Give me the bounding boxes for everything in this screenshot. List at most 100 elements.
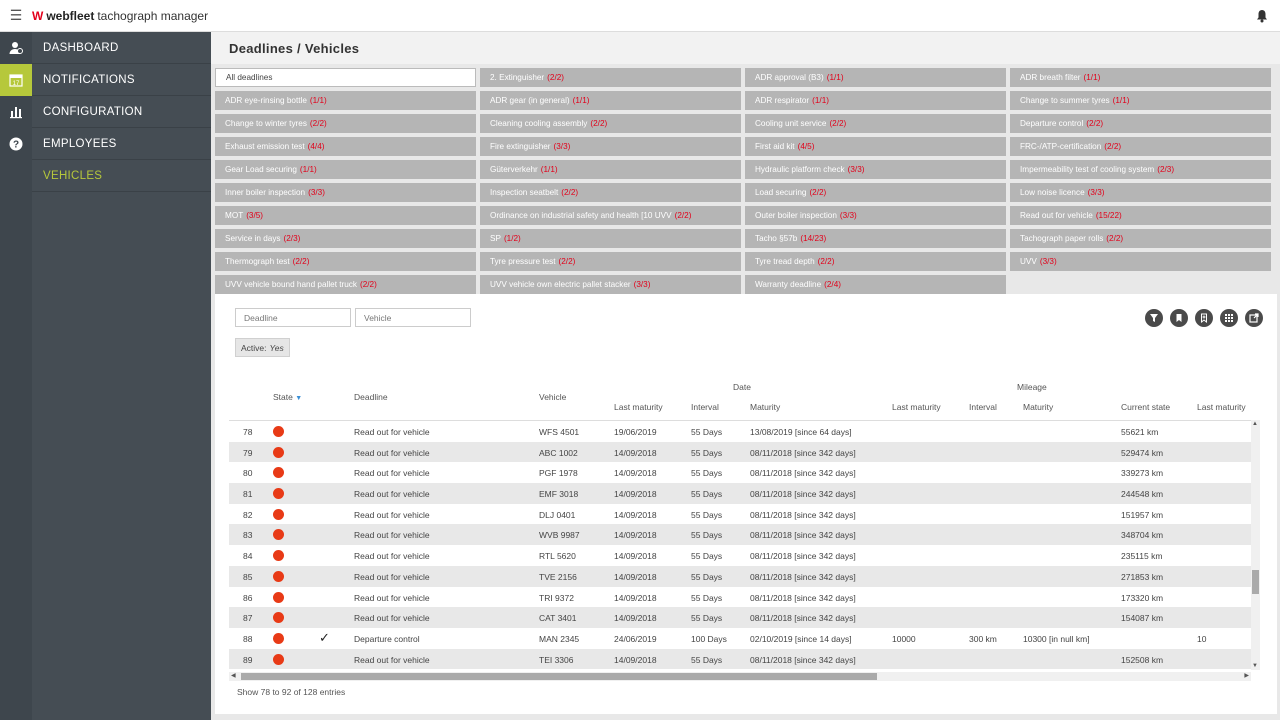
deadline-tile-count: (2/2) xyxy=(829,119,847,128)
deadline-tile[interactable]: Tacho §57b (14/23) xyxy=(745,229,1006,248)
date-maturity-header[interactable]: Maturity xyxy=(750,402,781,412)
bookmark-icon[interactable] xyxy=(1170,309,1188,327)
deadline-tile[interactable]: Fire extinguisher (3/3) xyxy=(480,137,741,156)
deadline-tile[interactable]: Hydraulic platform check (3/3) xyxy=(745,160,1006,179)
deadline-tile[interactable]: UVV vehicle bound hand pallet truck (2/2) xyxy=(215,275,476,294)
bookmark-add-icon[interactable] xyxy=(1195,309,1213,327)
table-row[interactable]: 86 Read out for vehicle TRI 9372 14/09/2018… xyxy=(229,587,1251,608)
vehicle-column-header[interactable]: Vehicle xyxy=(539,392,567,402)
deadline-tile[interactable]: Güterverkehr (1/1) xyxy=(480,160,741,179)
deadline-tile-count: (1/1) xyxy=(309,96,327,105)
row-date-maturity: 08/11/2018 [since 342 days] xyxy=(750,592,856,603)
scroll-up-icon[interactable]: ▲ xyxy=(1252,421,1258,427)
deadline-tile[interactable]: Tyre tread depth (2/2) xyxy=(745,252,1006,271)
deadline-tile-count: (2/2) xyxy=(309,119,327,128)
deadline-tile[interactable]: MOT (3/5) xyxy=(215,206,476,225)
deadline-tile[interactable]: ADR breath filter (1/1) xyxy=(1010,68,1271,87)
dashboard-user-icon[interactable] xyxy=(0,32,32,64)
deadline-tile[interactable]: 2. Extinguisher (2/2) xyxy=(480,68,741,87)
deadline-column-header[interactable]: Deadline xyxy=(354,392,388,402)
scroll-right-icon[interactable]: ▶ xyxy=(1244,673,1249,679)
deadline-tile[interactable]: All deadlines xyxy=(215,68,476,87)
deadline-tile[interactable]: SP (1/2) xyxy=(480,229,741,248)
calendar-17-icon[interactable]: 17 xyxy=(0,64,32,96)
deadline-tile[interactable]: ADR gear (in general) (1/1) xyxy=(480,91,741,110)
deadline-tile[interactable]: Gear Load securing (1/1) xyxy=(215,160,476,179)
deadline-tile[interactable]: ADR respirator (1/1) xyxy=(745,91,1006,110)
last-maturity-header-2[interactable]: Last maturity xyxy=(1197,402,1246,412)
state-column-header[interactable]: State ▼ xyxy=(273,392,302,402)
current-state-header[interactable]: Current state xyxy=(1121,402,1171,412)
deadline-tile[interactable]: Tachograph paper rolls (2/2) xyxy=(1010,229,1271,248)
table-row[interactable]: 79 Read out for vehicle ABC 1002 14/09/2018… xyxy=(229,441,1251,463)
table-row[interactable]: 88 ✓ Departure control MAN 2345 24/06/2019 10… xyxy=(229,628,1251,649)
table-row[interactable]: 81 Read out for vehicle EMF 3018 14/09/2018… xyxy=(229,483,1251,504)
deadline-tile[interactable]: Ordinance on industrial safety and healt… xyxy=(480,206,741,225)
deadline-tile[interactable]: Departure control (2/2) xyxy=(1010,114,1271,133)
horizontal-scroll-thumb[interactable] xyxy=(241,673,877,680)
date-interval-header[interactable]: Interval xyxy=(691,402,719,412)
row-current-state: 151957 km xyxy=(1121,509,1164,520)
table-row[interactable]: 82 Read out for vehicle DLJ 0401 14/09/2018… xyxy=(229,504,1251,525)
deadline-tile[interactable]: ADR approval (B3) (1/1) xyxy=(745,68,1006,87)
table-row[interactable]: 83 Read out for vehicle WVB 9987 14/09/2018… xyxy=(229,524,1251,546)
deadline-tile[interactable]: Read out for vehicle (15/22) xyxy=(1010,206,1271,225)
scroll-down-icon[interactable]: ▼ xyxy=(1252,663,1258,669)
deadline-tile[interactable]: Change to winter tyres (2/2) xyxy=(215,114,476,133)
table-row[interactable]: 85 Read out for vehicle TVE 2156 14/09/2018… xyxy=(229,565,1251,587)
deadline-tile[interactable]: Tyre pressure test (2/2) xyxy=(480,252,741,271)
deadline-tile[interactable]: Low noise licence (3/3) xyxy=(1010,183,1271,202)
sidebar-item-vehicles[interactable]: VEHICLES xyxy=(32,160,211,192)
mileage-interval-header[interactable]: Interval xyxy=(969,402,997,412)
date-last-maturity-header[interactable]: Last maturity xyxy=(614,402,663,412)
table-row[interactable]: 80 Read out for vehicle PGF 1978 14/09/2018… xyxy=(229,462,1251,483)
mileage-maturity-header[interactable]: Maturity xyxy=(1023,402,1054,412)
row-vehicle: TVE 2156 xyxy=(539,571,577,582)
deadline-tile[interactable]: ADR eye-rinsing bottle (1/1) xyxy=(215,91,476,110)
export-icon[interactable] xyxy=(1245,309,1263,327)
deadline-tile[interactable]: Impermeability test of cooling system (2/… xyxy=(1010,160,1271,179)
mileage-last-maturity-header[interactable]: Last maturity xyxy=(892,402,941,412)
vertical-scrollbar[interactable]: ▲ ▼ xyxy=(1251,420,1260,670)
deadline-tile-count: (2/2) xyxy=(809,188,827,197)
deadline-tile[interactable]: Warranty deadline (2/4) xyxy=(745,275,1006,294)
deadline-tile[interactable]: UVV (3/3) xyxy=(1010,252,1271,271)
sidebar-item-notifications[interactable]: NOTIFICATIONS xyxy=(32,64,211,96)
deadline-filter-input[interactable]: Deadline xyxy=(235,308,351,327)
vehicle-filter-input[interactable]: Vehicle xyxy=(355,308,471,327)
deadline-tile[interactable]: Change to summer tyres (1/1) xyxy=(1010,91,1271,110)
vertical-scroll-thumb[interactable] xyxy=(1252,570,1259,594)
deadline-tile[interactable]: Cleaning cooling assembly (2/2) xyxy=(480,114,741,133)
deadline-tile[interactable]: Cooling unit service (2/2) xyxy=(745,114,1006,133)
table-row[interactable]: 84 Read out for vehicle RTL 5620 14/09/2018… xyxy=(229,545,1251,566)
deadline-tile-label: ADR respirator xyxy=(755,96,810,105)
sidebar-item-dashboard[interactable]: DASHBOARD xyxy=(32,32,211,64)
table-row[interactable]: 89 Read out for vehicle TEI 3306 14/09/2018… xyxy=(229,648,1251,670)
deadline-tile[interactable]: Load securing (2/2) xyxy=(745,183,1006,202)
deadline-tile[interactable]: Inspection seatbelt (2/2) xyxy=(480,183,741,202)
deadline-tile[interactable]: Exhaust emission test (4/4) xyxy=(215,137,476,156)
table-row[interactable]: 78 Read out for vehicle WFS 4501 19/06/2019… xyxy=(229,421,1251,442)
horizontal-scrollbar[interactable]: ◀ ▶ xyxy=(229,672,1251,681)
deadline-tile[interactable]: FRC-/ATP-certification (2/2) xyxy=(1010,137,1271,156)
bell-icon[interactable] xyxy=(1256,9,1268,23)
deadline-tile-label: First aid kit xyxy=(755,142,795,151)
table-row[interactable]: 87 Read out for vehicle CAT 3401 14/09/2018… xyxy=(229,607,1251,628)
bar-chart-icon[interactable] xyxy=(0,96,32,128)
sidebar-item-employees[interactable]: EMPLOYEES xyxy=(32,128,211,160)
deadline-tile[interactable]: First aid kit (4/5) xyxy=(745,137,1006,156)
filter-icon[interactable] xyxy=(1145,309,1163,327)
deadline-tile[interactable]: Thermograph test (2/2) xyxy=(215,252,476,271)
deadline-tile[interactable]: Service in days (2/3) xyxy=(215,229,476,248)
scroll-left-icon[interactable]: ◀ xyxy=(231,673,236,679)
deadline-tile[interactable]: UVV vehicle own electric pallet stacker(… xyxy=(480,275,741,294)
deadline-tile[interactable]: Inner boiler inspection (3/3) xyxy=(215,183,476,202)
sidebar-item-configuration[interactable]: CONFIGURATION xyxy=(32,96,211,128)
menu-icon[interactable]: ☰ xyxy=(9,7,23,23)
active-filter-label: Active: xyxy=(241,342,267,353)
active-filter-chip[interactable]: Active: Yes xyxy=(235,338,290,357)
deadline-tile[interactable]: Outer boiler inspection (3/3) xyxy=(745,206,1006,225)
columns-icon[interactable] xyxy=(1220,309,1238,327)
help-circle-icon[interactable]: ? xyxy=(0,128,32,160)
row-deadline: Read out for vehicle xyxy=(354,571,430,582)
